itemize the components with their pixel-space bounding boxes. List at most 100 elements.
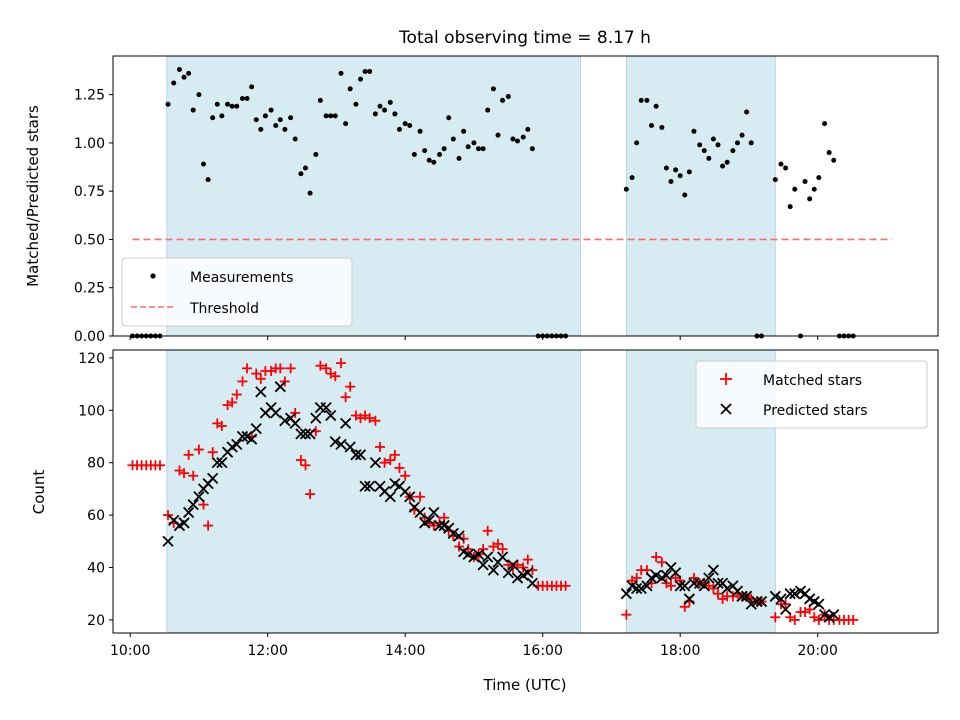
measurement-point [353,101,359,107]
top-data-marks [129,67,893,339]
measurement-point [783,165,789,171]
predicted-star-point [683,593,695,605]
legend-matched-label: Matched stars [763,373,862,389]
predicted-star-point [755,595,768,608]
matched-star-point [242,363,253,374]
matched-star-point [237,376,248,387]
measurement-point [476,146,482,152]
measurement-point [720,163,726,169]
predicted-star-point [384,491,396,503]
predicted-star-point [703,572,715,584]
measurement-point [253,117,259,123]
measurement-point [663,165,669,171]
matched-star-point [295,455,306,466]
measurement-point [219,113,225,119]
measurement-point [461,128,467,134]
predicted-star-point [679,580,691,592]
measurement-point [288,115,294,121]
predicted-star-point [707,564,720,576]
predicted-star-point [641,580,653,592]
measurement-point [225,101,231,107]
predicted-star-point [712,577,724,589]
measurement-point [372,111,378,117]
predicted-star-point [511,572,524,584]
measurement-point [668,179,674,185]
matched-star-point [203,520,214,531]
x-tick-label: 18:00 [660,643,700,659]
predicted-star-point [428,506,440,519]
measurement-point [623,186,629,192]
measurement-point [190,107,196,113]
predicted-star-point [231,438,243,450]
top-legend: Measurements Threshold [121,257,353,327]
top-axes-frame [112,55,939,337]
predicted-star-point [635,582,647,595]
measurement-point [323,113,329,119]
predicted-star-point [335,438,347,450]
predicted-star-point [721,582,733,595]
y-tick-label: 100 [78,403,105,419]
predicted-star-point [236,430,249,443]
matched-star-point [305,489,316,500]
top-y-axis-label: Matched/Predicted stars [24,105,42,287]
measurement-point [214,101,220,107]
predicted-star-point [193,491,205,503]
top-x-ticks [129,336,819,340]
legend-measurements-label: Measurements [190,270,293,286]
predicted-star-point [650,569,662,581]
predicted-star-point [274,381,286,393]
predicted-star-point [674,580,686,592]
measurement-point [644,97,650,103]
top-y-ticks: 0.00 0.25 0.50 0.75 1.00 1.25 [74,88,113,345]
x-tick-label: 12:00 [248,643,288,659]
predicted-star-point [216,457,228,469]
matched-star-point [300,460,311,471]
predicted-star-point [354,449,367,461]
measurement-point [298,171,304,177]
measurement-point [273,123,279,129]
matched-star-point [651,552,662,563]
measurement-point [525,126,531,132]
predicted-star-point [310,412,322,424]
matched-star-point [666,580,677,591]
measurement-point [529,146,535,152]
measurement-point [422,148,428,154]
matched-star-point [789,614,800,625]
matched-star-point [154,460,165,471]
matched-star-point [770,612,781,623]
predicted-star-point [162,535,174,547]
bottom-x-ticks: 10:00 12:00 14:00 16:00 18:00 20:00 [110,633,838,659]
predicted-star-point [329,436,341,448]
measurement-point [249,84,255,90]
top-panel: 0.00 0.25 0.50 0.75 1.00 1.25 Matched/Predict… [24,55,939,345]
measurement-point [165,101,171,107]
legend-predicted-marker [720,403,732,415]
matched-star-point [188,470,199,481]
measurement-point [649,123,655,129]
matched-star-point [385,455,396,466]
matched-star-point [656,557,667,568]
matched-star-point [285,363,296,374]
matched-star-point [364,413,375,424]
matched-star-point [251,368,262,379]
predicted-star-point [207,472,219,485]
predicted-star-point [477,559,489,571]
y-tick-label: 0.50 [74,232,105,248]
predicted-star-point [255,386,267,398]
x-tick-label: 14:00 [385,643,425,659]
y-tick-label: 0.00 [74,329,105,345]
measurement-point [239,95,245,101]
predicted-star-point [698,580,710,592]
predicted-star-point [487,564,500,576]
measurement-point [490,86,496,92]
measurement-point [244,95,250,101]
measurement-point [181,74,187,80]
predicted-star-point [789,588,801,600]
matched-star-point [207,447,218,458]
measurement-point [407,123,413,129]
measurement-point [343,121,349,127]
measurement-point [730,148,736,154]
y-tick-label: 1.00 [74,136,105,152]
measurement-point [431,159,437,165]
x-tick-label: 20:00 [798,643,838,659]
